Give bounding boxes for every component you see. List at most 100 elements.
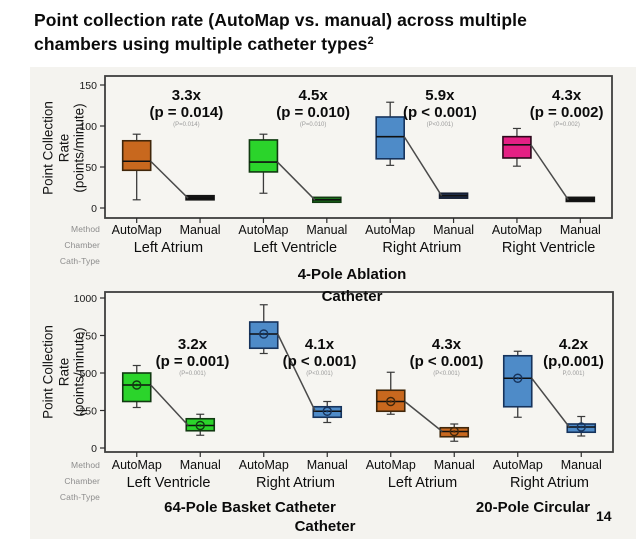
y-tick-label: 250 [79, 405, 97, 417]
catheter-label-4pole-line2: Catheter [321, 288, 383, 305]
trend-line-right-atrium [277, 333, 316, 412]
y-axis-label-top: Point Collection Rate (points/minute) [41, 101, 88, 195]
page-number: 14 [596, 508, 612, 524]
annotation-right-atrium-bottom: 4.1x (p < 0.001) (P<0.001) [283, 336, 357, 378]
mean-marker-dot-automap-left-ventricle [135, 383, 138, 387]
method-label-manual: Manual [433, 223, 475, 237]
ratio-label: 5.9x [425, 87, 455, 104]
trend-line-right-atrium [403, 136, 443, 197]
annotation-left-atrium-top: 3.3x (p = 0.014) (P=0.014) [149, 87, 223, 129]
box-automap-left-ventricle [248, 139, 279, 173]
p-value-small-label: (P=0.002) [553, 122, 580, 128]
row-header-chamber-bottom: Chamber [64, 476, 100, 486]
mean-marker-automap-left-ventricle [132, 380, 142, 390]
method-label-manual: Manual [559, 223, 601, 237]
mean-marker-manual-right-atrium [576, 422, 586, 432]
mean-marker-dot-automap-right-atrium [516, 377, 519, 380]
mean-marker-dot-manual-right-atrium [326, 410, 329, 413]
y-axis-label-bottom: Point Collection Rate (points/minute) [41, 325, 88, 419]
y-tick-label: 50 [85, 162, 97, 174]
row-header-chamber-top: Chamber [64, 240, 100, 250]
p-value-small-label: (P=0.010) [299, 122, 327, 128]
annotation-left-ventricle-bottom: 3.2x (p = 0.001) (P=0.001) [156, 336, 230, 378]
mean-marker-dot-manual-left-atrium [453, 430, 456, 433]
chamber-label-left-atrium: Left Atrium [387, 475, 458, 491]
p-value-small-label: P,0.001) [562, 371, 585, 377]
p-value-small-label: (P<0.001) [426, 122, 454, 128]
page-title-text: Point collection rate (AutoMap vs. manua… [34, 10, 527, 55]
method-label-manual: Manual [306, 223, 348, 237]
mean-marker-dot-manual-right-atrium [580, 425, 583, 429]
mean-marker-automap-left-atrium [386, 396, 396, 407]
method-label-manual: Manual [179, 458, 221, 472]
catheter-label-4pole: 4-Pole Ablation [297, 266, 407, 283]
method-label-manual: Manual [560, 458, 602, 472]
y-tick-label: 1000 [74, 293, 98, 305]
method-label-automap: AutoMap [111, 458, 162, 472]
annotation-left-atrium-bottom: 4.3x (p < 0.001) (P<0.001) [410, 336, 484, 378]
y-axis-label-line: Point Collection [40, 101, 56, 195]
y-tick-label: 0 [91, 443, 97, 455]
row-header-method-bottom: Method [71, 460, 100, 470]
box-automap-right-atrium [502, 354, 533, 408]
y-tick-label: 500 [79, 368, 97, 380]
ratio-label: 4.5x [298, 87, 328, 104]
method-label-manual: Manual [433, 458, 475, 472]
y-axis-label-line: (points/minute) [71, 327, 87, 417]
method-label-automap: AutoMap [111, 223, 162, 237]
ratio-label: 4.3x [431, 336, 462, 353]
trend-line-left-ventricle [276, 161, 316, 201]
p-value-label: (p = 0.014) [149, 104, 224, 121]
mean-marker-dot-automap-left-atrium [389, 400, 392, 403]
annotation-right-atrium-bottom: 4.2x (p,0.001) P,0.001) [543, 336, 604, 378]
ratio-label: 4.2x [558, 336, 589, 353]
box-automap-left-ventricle [121, 372, 152, 403]
p-value-label: (p = 0.010) [276, 104, 351, 121]
method-label-automap: AutoMap [238, 223, 289, 237]
p-value-label: (p < 0.001) [402, 104, 477, 121]
annotation-left-ventricle-top: 4.5x (p = 0.010) (P=0.010) [276, 87, 350, 129]
row-header-cathtype-bottom: Cath-Type [59, 492, 100, 502]
p-value-small-label: (P<0.001) [306, 371, 333, 377]
box-automap-right-atrium [375, 116, 405, 160]
row-header-method-top: Method [71, 224, 100, 234]
method-label-automap: AutoMap [365, 458, 416, 472]
mean-marker-dot-automap-right-atrium [262, 332, 265, 336]
page-title-superscript: 2 [367, 35, 374, 48]
y-tick-label: 100 [79, 121, 97, 133]
trend-line-right-atrium [531, 377, 570, 428]
p-value-label: (p = 0.002) [529, 104, 604, 121]
y-axis-label-line: Rate [56, 133, 72, 163]
chamber-label-right-atrium: Right Atrium [256, 475, 335, 491]
method-label-automap: AutoMap [492, 458, 543, 472]
box-automap-right-ventricle [502, 135, 532, 159]
catheter-label-64pole-basket: 64-Pole Basket Catheter [164, 499, 336, 516]
y-tick-label: 150 [79, 80, 97, 92]
annotation-right-atrium-top: 5.9x (p < 0.001) (P<0.001) [403, 87, 477, 129]
page-title: Point collection rate (AutoMap vs. manua… [34, 8, 612, 56]
mean-marker-manual-left-ventricle [195, 420, 205, 431]
ratio-label: 3.2x [177, 336, 208, 353]
p-value-label: (p < 0.001) [282, 353, 357, 370]
chamber-label-right-ventricle: Right Ventricle [501, 240, 596, 256]
p-value-label: (p = 0.001) [155, 353, 230, 370]
mean-marker-manual-left-atrium [449, 426, 459, 437]
y-axis-label-line: Point Collection [40, 325, 56, 419]
method-label-automap: AutoMap [491, 223, 542, 237]
catheter-label-20pole-circular: 20-Pole Circular [475, 499, 591, 516]
trend-line-left-atrium [404, 400, 443, 433]
ratio-label: 4.1x [304, 336, 335, 353]
trend-line-left-ventricle [150, 384, 189, 427]
y-axis-label-line: Rate [56, 357, 72, 387]
chamber-label-right-atrium: Right Atrium [510, 475, 589, 491]
chamber-label-left-ventricle: Left Ventricle [126, 475, 211, 491]
ratio-label: 3.3x [171, 87, 201, 104]
p-value-label: (p < 0.001) [409, 353, 484, 370]
trend-line-left-atrium [150, 160, 189, 199]
mean-marker-automap-right-atrium [513, 373, 523, 383]
p-value-small-label: (P=0.001) [179, 371, 206, 377]
method-label-automap: AutoMap [238, 458, 289, 472]
chamber-label-left-atrium: Left Atrium [133, 240, 204, 256]
method-label-automap: AutoMap [365, 223, 416, 237]
